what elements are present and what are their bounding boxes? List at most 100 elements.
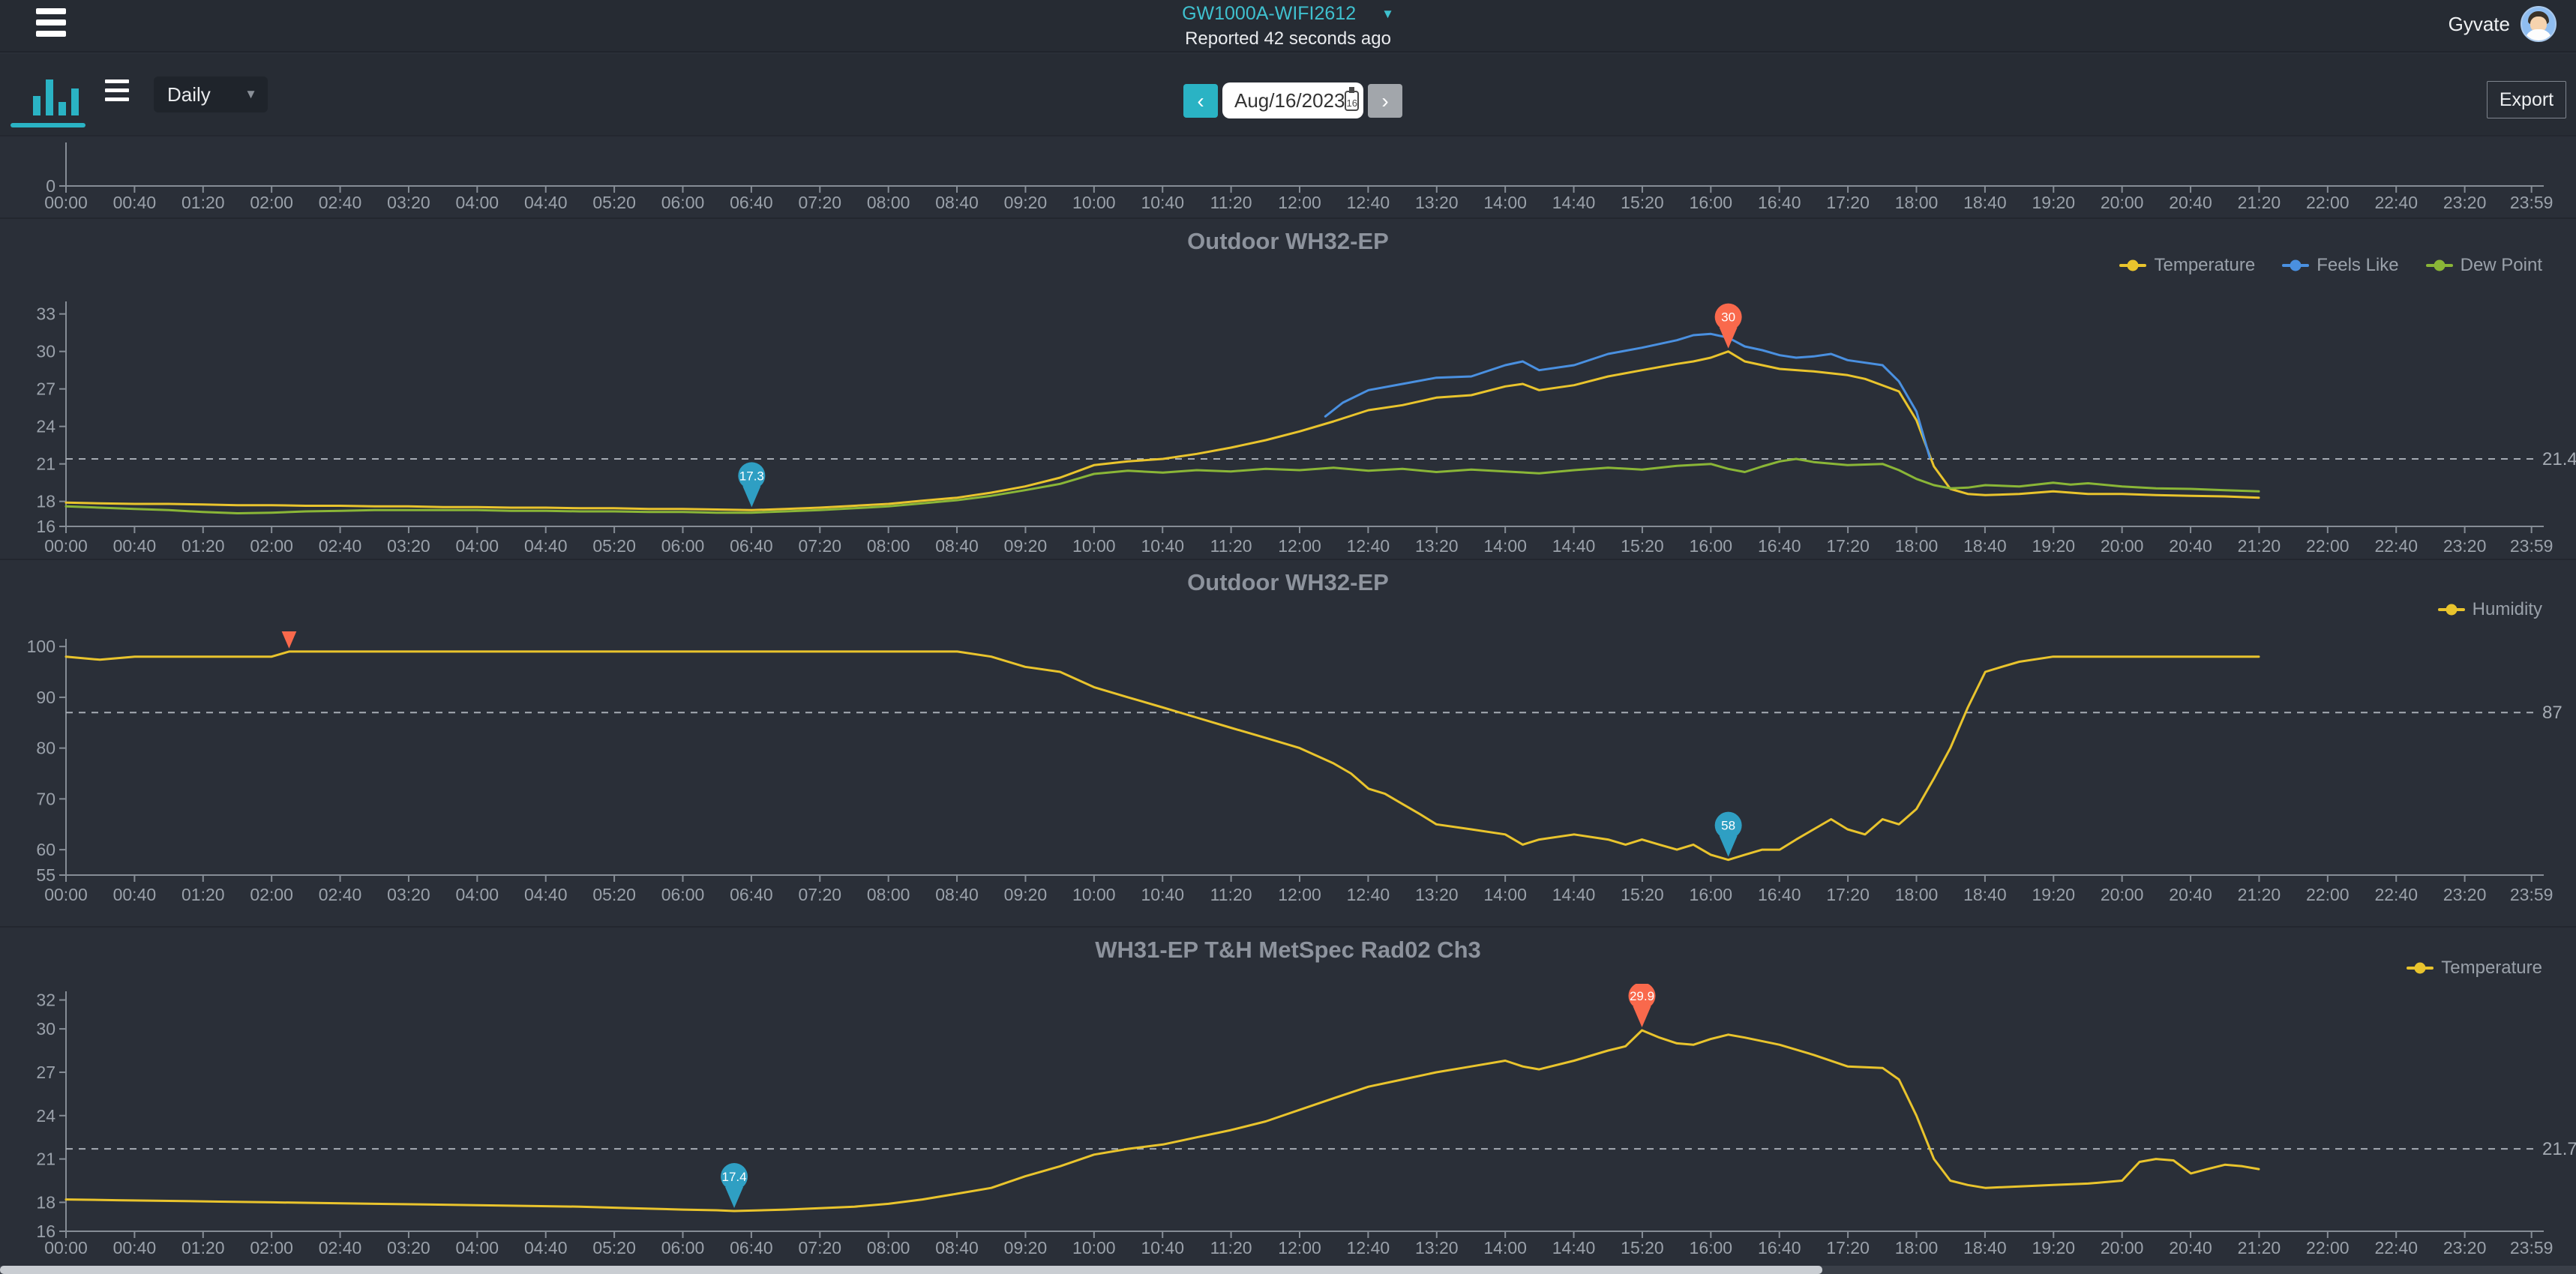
x-axis-label: 23:20 bbox=[2443, 536, 2487, 553]
x-axis-label: 18:40 bbox=[1963, 193, 2007, 212]
legend-item[interactable]: Temperature bbox=[2407, 958, 2542, 979]
average-line-label: 21.4 bbox=[2542, 449, 2576, 469]
svg-text:17.3: 17.3 bbox=[739, 469, 764, 483]
user-menu[interactable]: Gyvate bbox=[2449, 6, 2557, 42]
x-axis-label: 12:40 bbox=[1347, 1238, 1390, 1258]
avatar[interactable] bbox=[2521, 6, 2557, 42]
x-axis-label: 23:59 bbox=[2510, 1238, 2554, 1258]
series-line bbox=[64, 350, 2260, 511]
x-axis-label: 19:20 bbox=[2032, 536, 2075, 553]
chevron-down-icon: ▼ bbox=[1381, 6, 1394, 21]
x-axis-label: 23:20 bbox=[2443, 193, 2487, 212]
x-axis-label: 04:00 bbox=[456, 193, 499, 212]
x-axis-label: 13:20 bbox=[1415, 885, 1459, 901]
x-axis-label: 10:40 bbox=[1141, 1238, 1184, 1258]
x-axis-label: 20:00 bbox=[2101, 885, 2144, 901]
chart-section-outdoor-humidity: Outdoor WH32-EP Humidity 100 90 80 70 60 55 00… bbox=[0, 559, 2576, 926]
x-axis-label: 09:20 bbox=[1004, 1238, 1048, 1258]
calendar-icon: 16 bbox=[1345, 86, 1359, 111]
x-axis-label: 22:00 bbox=[2306, 193, 2350, 212]
x-axis-label: 19:20 bbox=[2032, 193, 2075, 212]
x-axis-label: 09:20 bbox=[1004, 193, 1048, 212]
x-axis-label: 20:00 bbox=[2101, 536, 2144, 553]
x-axis-label: 23:59 bbox=[2510, 193, 2554, 212]
x-axis-label: 18:00 bbox=[1895, 885, 1939, 901]
average-line-label: 21.7 bbox=[2542, 1139, 2576, 1159]
horizontal-scrollbar-thumb[interactable] bbox=[0, 1266, 1822, 1274]
x-axis-label: 19:20 bbox=[2032, 1238, 2075, 1258]
next-day-button[interactable]: › bbox=[1368, 84, 1402, 118]
range-select-value: Daily bbox=[167, 82, 211, 106]
x-axis-label: 12:00 bbox=[1278, 1238, 1321, 1258]
x-axis-label: 03:20 bbox=[387, 1238, 430, 1258]
x-axis-label: 14:40 bbox=[1552, 536, 1596, 553]
legend-item[interactable]: Dew Point bbox=[2425, 255, 2542, 276]
x-axis-label: 06:40 bbox=[730, 885, 773, 901]
x-axis-label: 01:20 bbox=[181, 1238, 225, 1258]
x-axis-label: 10:00 bbox=[1072, 1238, 1116, 1258]
x-axis-label: 12:40 bbox=[1347, 885, 1390, 901]
x-axis-label: 04:40 bbox=[524, 193, 568, 212]
min-marker: 17.4 bbox=[721, 1163, 748, 1209]
max-marker: 99 bbox=[281, 631, 297, 649]
tab-chart-view[interactable] bbox=[33, 76, 79, 119]
y-axis-label: 90 bbox=[36, 688, 55, 707]
x-axis-label: 23:20 bbox=[2443, 885, 2487, 901]
x-axis-label: 22:40 bbox=[2374, 885, 2418, 901]
legend-item[interactable]: Feels Like bbox=[2282, 255, 2399, 276]
x-axis-label: 18:40 bbox=[1963, 885, 2007, 901]
menu-icon[interactable] bbox=[36, 8, 66, 42]
list-view-icon[interactable] bbox=[105, 79, 129, 106]
x-axis-label: 20:00 bbox=[2101, 1238, 2144, 1258]
x-axis-label: 19:20 bbox=[2032, 885, 2075, 901]
chart-legend: Humidity bbox=[2411, 599, 2542, 620]
date-picker-input[interactable]: Aug/16/2023 16 bbox=[1222, 82, 1363, 118]
x-axis-label: 16:40 bbox=[1758, 536, 1801, 553]
x-axis-label: 12:40 bbox=[1347, 193, 1390, 212]
y-axis-label: 80 bbox=[36, 739, 55, 758]
y-axis-label: 21 bbox=[36, 454, 55, 474]
x-axis-label: 20:00 bbox=[2101, 193, 2144, 212]
y-axis-label: 24 bbox=[36, 1106, 55, 1126]
x-axis-label: 07:20 bbox=[798, 193, 841, 212]
x-axis-label: 04:40 bbox=[524, 1238, 568, 1258]
x-axis-label: 08:00 bbox=[867, 1238, 910, 1258]
prev-day-button[interactable]: ‹ bbox=[1183, 84, 1218, 118]
legend-item[interactable]: Temperature bbox=[2119, 255, 2255, 276]
x-axis-label: 06:00 bbox=[661, 193, 705, 212]
horizontal-scrollbar-track[interactable] bbox=[0, 1266, 2576, 1274]
x-axis-label: 00:40 bbox=[113, 193, 157, 212]
x-axis-label: 20:40 bbox=[2169, 1238, 2212, 1258]
series-line bbox=[64, 650, 2260, 862]
y-axis-label: 32 bbox=[36, 991, 55, 1010]
series-line bbox=[1324, 332, 1931, 459]
active-tab-indicator bbox=[10, 123, 85, 127]
x-axis-label: 05:20 bbox=[592, 536, 636, 553]
chart-title: Outdoor WH32-EP bbox=[1187, 228, 1389, 254]
x-axis-label: 13:20 bbox=[1415, 1238, 1459, 1258]
y-axis-label: 27 bbox=[36, 379, 55, 399]
x-axis-label: 05:20 bbox=[592, 885, 636, 901]
x-axis-label: 13:20 bbox=[1415, 193, 1459, 212]
x-axis-label: 08:00 bbox=[867, 536, 910, 553]
x-axis-label: 20:40 bbox=[2169, 885, 2212, 901]
x-axis-label: 14:00 bbox=[1483, 1238, 1527, 1258]
export-button[interactable]: Export bbox=[2487, 81, 2566, 118]
x-axis-label: 05:20 bbox=[592, 1238, 636, 1258]
chart-title: WH31-EP T&H MetSpec Rad02 Ch3 bbox=[1095, 937, 1481, 963]
x-axis-label: 04:00 bbox=[456, 1238, 499, 1258]
range-select[interactable]: Daily ▼ bbox=[154, 76, 268, 112]
chart-canvas[interactable]: 000:00 00:40 01:20 02:00 02:40 03:20 04:00 04:4… bbox=[0, 136, 2576, 219]
x-axis-label: 04:40 bbox=[524, 536, 568, 553]
x-axis-label: 02:00 bbox=[250, 885, 293, 901]
legend-item[interactable]: Humidity bbox=[2437, 599, 2542, 620]
x-axis-label: 16:40 bbox=[1758, 885, 1801, 901]
x-axis-label: 18:40 bbox=[1963, 536, 2007, 553]
device-selector[interactable]: GW1000A-WIFI2612 ▼ bbox=[1182, 3, 1394, 25]
x-axis-label: 23:59 bbox=[2510, 536, 2554, 553]
x-axis-label: 10:00 bbox=[1072, 536, 1116, 553]
x-axis-label: 20:40 bbox=[2169, 536, 2212, 553]
